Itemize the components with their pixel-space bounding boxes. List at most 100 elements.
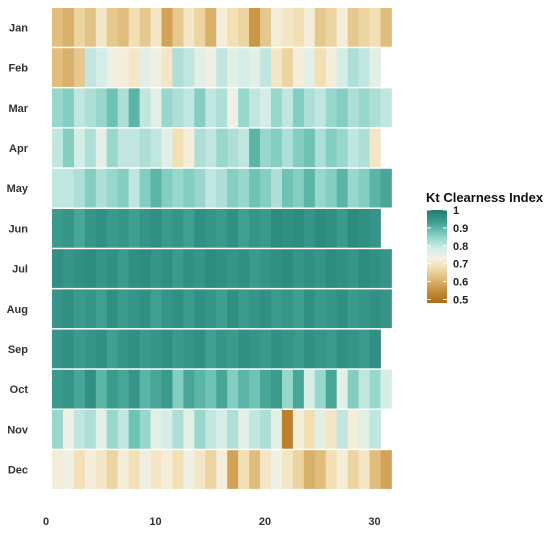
heatmap-cell (336, 369, 349, 409)
heatmap-cell (128, 249, 140, 288)
heatmap-cell (271, 369, 283, 409)
heatmap-cell (52, 410, 64, 449)
heatmap-cell (150, 329, 162, 369)
heatmap-cells (52, 8, 392, 489)
heatmap-cell (205, 88, 217, 128)
heatmap-cell (117, 369, 130, 409)
heatmap-cell (205, 369, 217, 409)
heatmap-cell (161, 168, 173, 208)
heatmap-cell (369, 289, 381, 329)
heatmap-cell (358, 329, 370, 369)
heatmap-cell (183, 329, 195, 369)
heatmap-cell (161, 8, 173, 47)
heatmap-cell (128, 369, 140, 409)
heatmap-cell (292, 249, 305, 288)
heatmap-cell (106, 88, 119, 128)
heatmap-cell (369, 329, 381, 369)
heatmap-cell (73, 410, 86, 449)
heatmap-cell (106, 410, 119, 449)
heatmap-cell (314, 48, 327, 87)
heatmap-cell (95, 168, 108, 208)
heatmap-cell (128, 48, 140, 87)
heatmap-cell (52, 450, 64, 489)
heatmap-cell (325, 249, 338, 288)
heatmap-cell (95, 289, 108, 329)
heatmap-cell (260, 168, 272, 208)
heatmap-cell (194, 128, 206, 168)
heatmap-cell (292, 88, 305, 128)
heatmap-cell (128, 8, 140, 47)
heatmap-cell (95, 8, 108, 47)
heatmap-cell (358, 249, 370, 288)
heatmap-cell (150, 168, 162, 208)
heatmap-cell (271, 289, 283, 329)
heatmap-cell (325, 209, 338, 248)
heatmap-cell (183, 249, 195, 288)
heatmap-cell (128, 329, 140, 369)
heatmap-cell (281, 249, 294, 288)
heatmap-cell (62, 329, 75, 369)
heatmap-cell (281, 329, 294, 369)
heatmap-cell (73, 8, 86, 47)
legend-tick-label: 0.6 (453, 277, 468, 289)
x-axis: 0 10 20 30 (43, 516, 381, 528)
heatmap-cell (95, 128, 108, 168)
heatmap-cell (150, 128, 162, 168)
heatmap-cell (117, 450, 130, 489)
heatmap-cell (194, 249, 206, 288)
heatmap-cell (325, 48, 338, 87)
heatmap-cell (117, 329, 130, 369)
heatmap-cell (216, 289, 228, 329)
heatmap-cell (150, 410, 162, 449)
heatmap-cell (380, 450, 392, 489)
heatmap-cell (172, 289, 184, 329)
heatmap-cell (139, 209, 151, 248)
heatmap-cell (249, 289, 261, 329)
heatmap-cell (336, 410, 349, 449)
heatmap-cell (52, 289, 64, 329)
heatmap-cell (117, 289, 130, 329)
heatmap-cell (227, 168, 239, 208)
heatmap-cell (314, 289, 327, 329)
heatmap-cell (260, 128, 272, 168)
heatmap-cell (358, 168, 370, 208)
legend-tick-label: 1 (453, 205, 459, 217)
heatmap-cell (52, 329, 64, 369)
month-label: Sep (8, 344, 28, 356)
heatmap-cell (358, 209, 370, 248)
heatmap-cell (336, 128, 349, 168)
heatmap-cell (62, 88, 75, 128)
heatmap-cell (303, 410, 316, 449)
heatmap-cell (260, 88, 272, 128)
heatmap-cell (325, 289, 338, 329)
heatmap-cell (358, 128, 370, 168)
heatmap-cell (150, 8, 162, 47)
heatmap-cell (161, 48, 173, 87)
heatmap-cell (369, 209, 381, 248)
heatmap-cell (238, 48, 250, 87)
heatmap-cell (249, 410, 261, 449)
heatmap-cell (249, 88, 261, 128)
heatmap-cell (358, 410, 370, 449)
heatmap-cell (194, 450, 206, 489)
heatmap-cell (303, 128, 316, 168)
heatmap-cell (183, 88, 195, 128)
heatmap-cell (73, 128, 86, 168)
heatmap-cell (95, 410, 108, 449)
x-tick-label: 10 (149, 516, 161, 528)
heatmap-cell (347, 450, 359, 489)
heatmap-cell (227, 48, 239, 87)
heatmap-cell (183, 450, 195, 489)
heatmap-cell (73, 289, 86, 329)
heatmap-cell (249, 128, 261, 168)
heatmap-cell (238, 369, 250, 409)
heatmap-cell (325, 450, 338, 489)
heatmap-cell (161, 289, 173, 329)
heatmap-cell (106, 450, 119, 489)
heatmap-cell (95, 329, 108, 369)
heatmap-cell (172, 48, 184, 87)
heatmap-cell (238, 289, 250, 329)
heatmap-cell (260, 410, 272, 449)
heatmap-cell (369, 8, 381, 47)
heatmap-cell (369, 410, 381, 449)
